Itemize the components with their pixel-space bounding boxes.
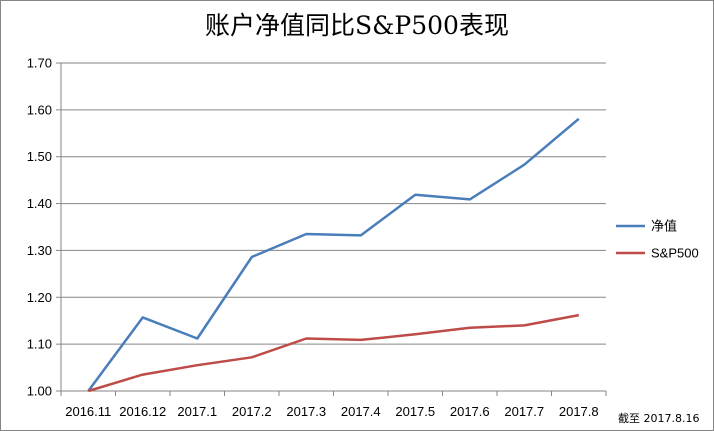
y-tick-label: 1.00 bbox=[27, 384, 52, 399]
x-tick-label: 2017.8 bbox=[559, 404, 599, 419]
x-tick-label: 2016.12 bbox=[119, 404, 166, 419]
gridlines bbox=[61, 62, 606, 345]
y-tick-label: 1.60 bbox=[27, 102, 52, 117]
x-tick-labels: 2016.11 2016.12 2017.1 2017.2 2017.3 2017.4 20… bbox=[65, 404, 598, 419]
legend: 净值 S&P500 bbox=[616, 219, 699, 261]
y-tick-labels: 1.00 1.10 1.20 1.30 1.40 1.50 1.60 1.70 bbox=[27, 56, 52, 399]
y-tick-label: 1.50 bbox=[27, 149, 52, 164]
x-tick-label: 2017.6 bbox=[450, 404, 490, 419]
y-tick-label: 1.10 bbox=[27, 337, 52, 352]
legend-label: S&P500 bbox=[651, 246, 699, 261]
legend-label: 净值 bbox=[651, 219, 677, 234]
x-tick-label: 2017.2 bbox=[232, 404, 272, 419]
y-tick-label: 1.20 bbox=[27, 290, 52, 305]
x-tick-label: 2016.11 bbox=[65, 404, 111, 419]
chart-title: 账户净值同比S&P500表现 bbox=[205, 11, 509, 40]
x-tick-label: 2017.3 bbox=[286, 404, 326, 419]
axes bbox=[56, 62, 607, 396]
x-tick-label: 2017.7 bbox=[504, 404, 544, 419]
series-lines bbox=[87, 117, 580, 393]
x-tick-label: 2017.1 bbox=[177, 404, 217, 419]
y-tick-label: 1.40 bbox=[27, 196, 52, 211]
series-line-1 bbox=[87, 313, 580, 393]
x-tick-label: 2017.4 bbox=[341, 404, 381, 419]
series-line-0 bbox=[87, 117, 580, 392]
y-tick-label: 1.70 bbox=[27, 56, 52, 71]
x-tick-label: 2017.5 bbox=[395, 404, 435, 419]
y-tick-label: 1.30 bbox=[27, 243, 52, 258]
date-note: 截至 2017.8.16 bbox=[618, 412, 700, 425]
